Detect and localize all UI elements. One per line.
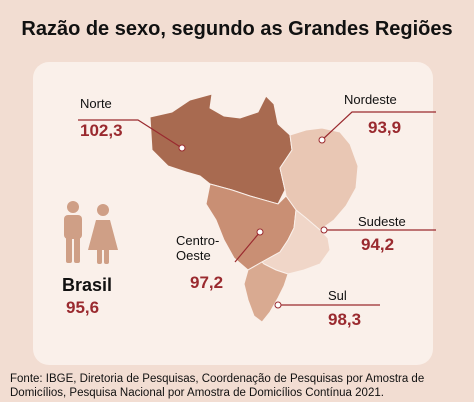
leader-centro-oeste xyxy=(234,231,261,263)
label-norte: Norte xyxy=(80,96,112,111)
dot-norte xyxy=(178,144,186,152)
map-title: Razão de sexo, segundo as Grandes Regiõe… xyxy=(21,18,453,40)
value-nordeste: 93,9 xyxy=(368,118,402,137)
dot-sul xyxy=(274,301,282,309)
brasil-value: 95,6 xyxy=(66,298,100,317)
value-norte: 102,3 xyxy=(80,121,123,140)
label-nordeste: Nordeste xyxy=(344,92,397,107)
leader-norte xyxy=(78,119,183,149)
leader-nordeste xyxy=(321,111,436,141)
dot-centro-oeste xyxy=(256,228,264,236)
label-sudeste: Sudeste xyxy=(358,214,406,229)
brasil-label: Brasil xyxy=(62,275,113,295)
label-sul: Sul xyxy=(328,288,347,303)
region-nordeste[interactable] xyxy=(279,127,359,231)
value-sul: 98,3 xyxy=(328,310,362,329)
dot-sudeste xyxy=(320,226,328,234)
value-sudeste: 94,2 xyxy=(361,235,395,254)
leader-lines xyxy=(78,111,436,306)
source-note: Fonte: IBGE, Diretoria de Pesquisas, Coo… xyxy=(10,373,425,399)
man-icon xyxy=(64,201,82,263)
dot-nordeste xyxy=(318,136,326,144)
label-centro-oeste: Centro- Oeste xyxy=(176,233,220,263)
region-sul[interactable] xyxy=(243,261,289,323)
woman-icon xyxy=(88,204,118,264)
value-centro-oeste: 97,2 xyxy=(190,273,224,292)
